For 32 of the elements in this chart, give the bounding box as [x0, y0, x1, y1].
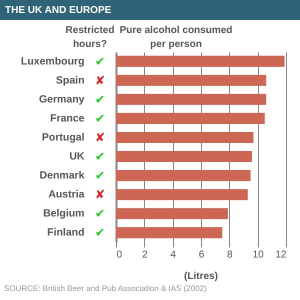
y-tick-label: France — [50, 112, 85, 124]
x-tick-label: 12 — [275, 250, 287, 260]
text: ✔ — [94, 168, 106, 183]
y-tick-label: Spain — [56, 74, 84, 86]
text: ✔ — [94, 206, 106, 221]
y-tick-label: Austria — [48, 188, 85, 201]
x-tick-label: 2 — [142, 250, 148, 260]
text: ✔ — [94, 92, 106, 106]
x-tick-label: 10 — [252, 250, 264, 260]
text: ✔ — [94, 150, 106, 164]
x-tick-label: 4 — [170, 250, 176, 260]
text: Restricted hours? — [66, 25, 114, 50]
y-tick-label: Luxembourg — [20, 55, 84, 68]
y-tick-label: Germany — [38, 93, 85, 106]
x-axis-title: (Litres) — [184, 271, 218, 282]
x-tick-label: 8 — [227, 250, 234, 260]
text: ✔ — [94, 54, 106, 68]
text: ✔ — [94, 111, 106, 126]
chart-subtitle: Pure alcohol consumed per person — [120, 25, 232, 50]
text: ✘ — [94, 130, 106, 144]
y-tick-label: Denmark — [40, 170, 85, 182]
source-note: SOURCE: British Beer and Pub Association & IAS (2002) — [4, 284, 208, 293]
y-tick-label: Finland — [47, 226, 84, 239]
x-tick-label: 6 — [198, 250, 205, 260]
y-tick-label: UK — [69, 150, 85, 163]
x-tick-label: 0 — [116, 250, 122, 260]
text: ✔ — [94, 226, 106, 240]
text: ✘ — [94, 73, 106, 88]
y-tick-label: Portugal — [42, 131, 85, 144]
y-tick-label: Belgium — [43, 208, 84, 220]
chart-title: THE UK AND EUROPE — [5, 5, 112, 16]
text: ✘ — [94, 188, 106, 202]
